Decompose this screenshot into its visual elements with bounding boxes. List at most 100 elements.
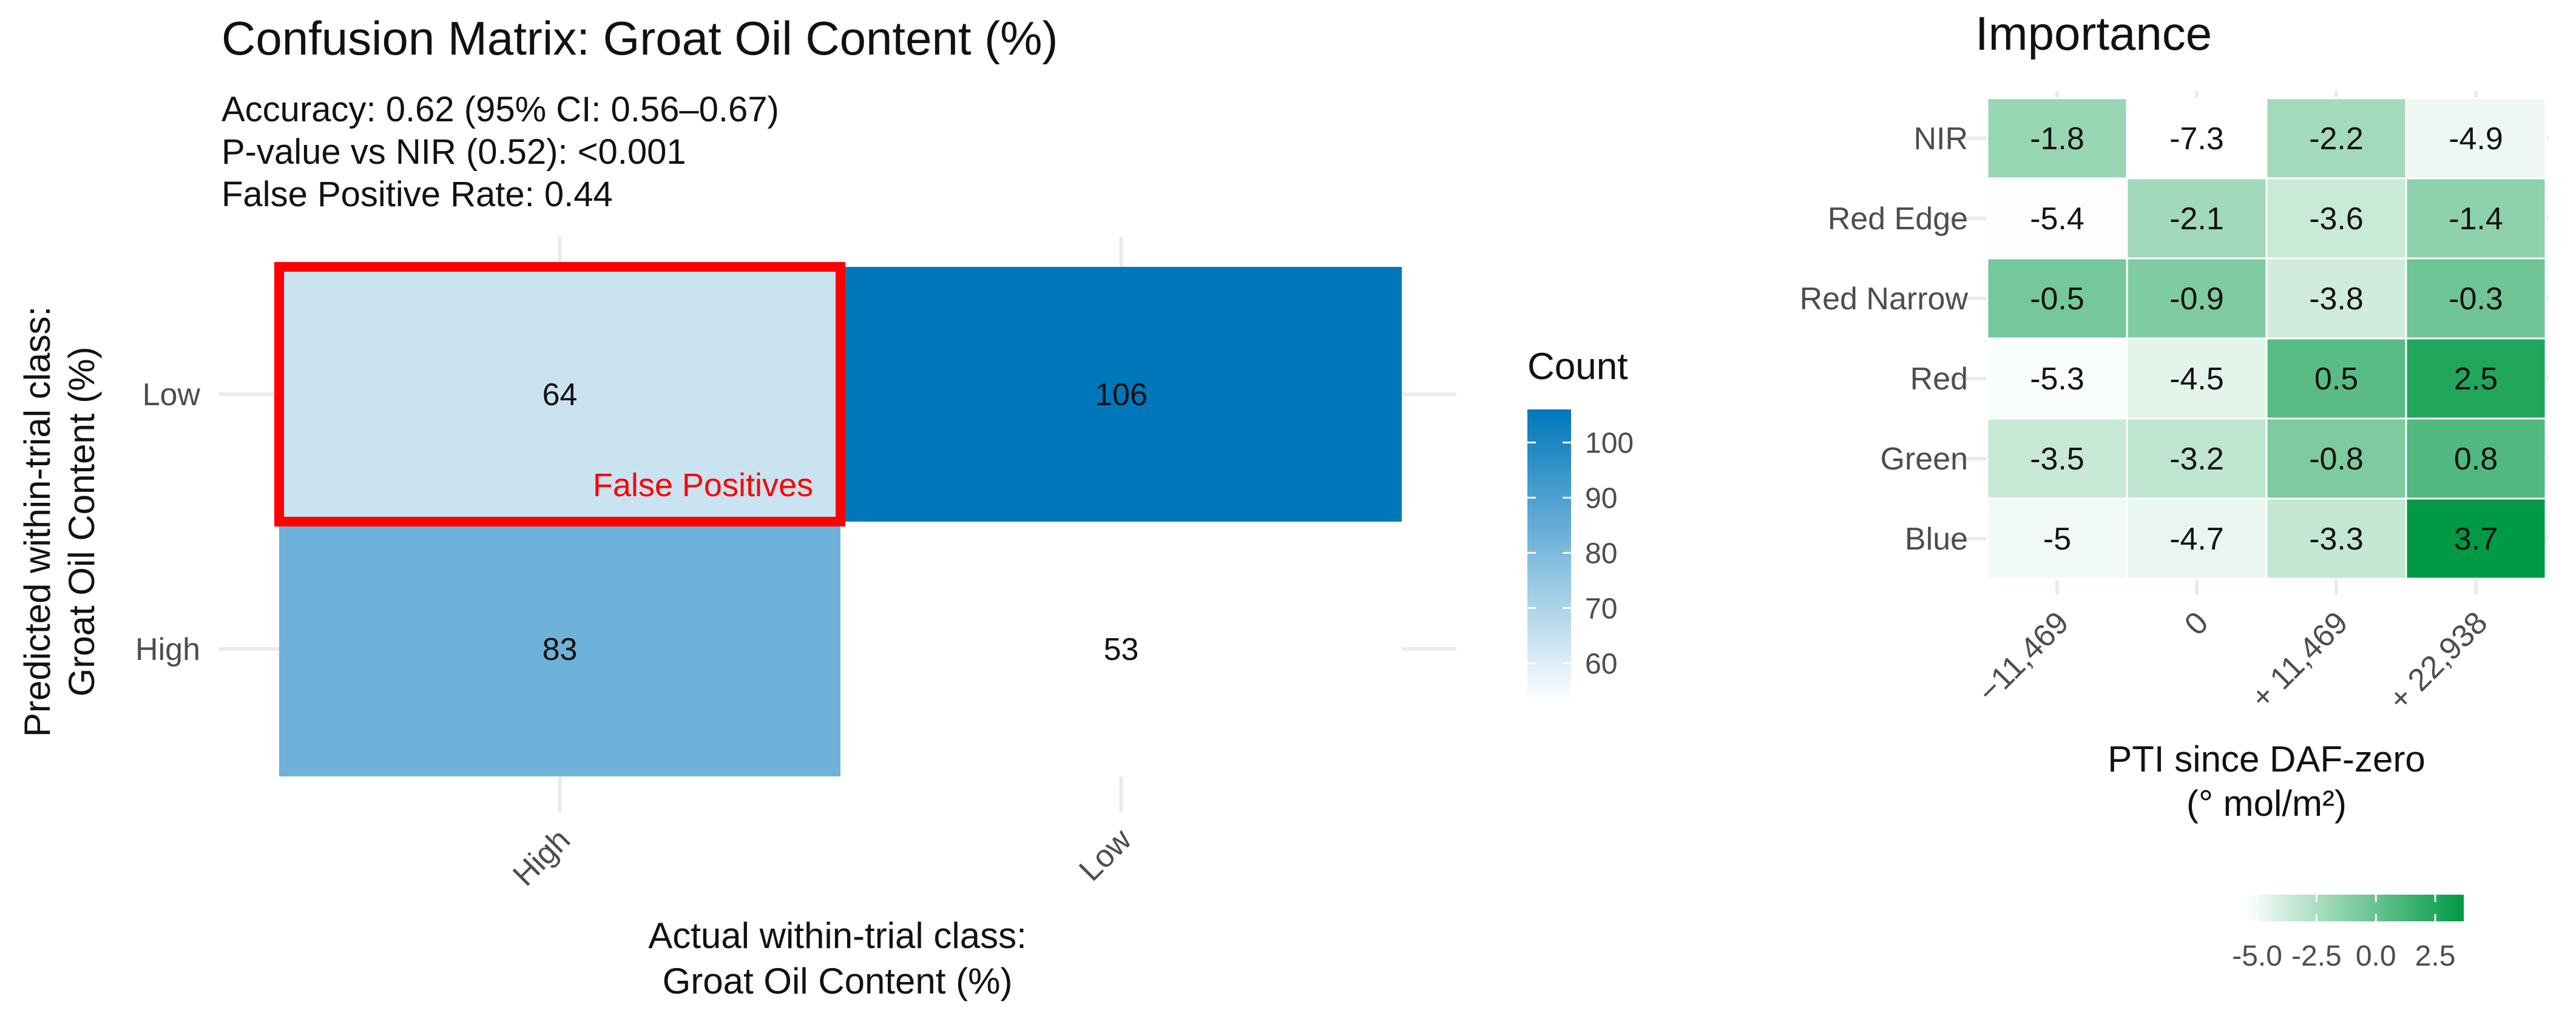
cm-title: Confusion Matrix: Groat Oil Content (%) bbox=[221, 12, 1058, 65]
imp-cell-label-red-edge-0: -5.4 bbox=[2030, 201, 2084, 237]
imp-x-ticks: −11,469 0 + 11,469 + 22,938 bbox=[1971, 605, 2494, 717]
importance-panel: Importance -1.8 -7.3 -2.2 -4.9-5.4 -2.1 -3.6-… bbox=[1800, 7, 2549, 972]
imp-cell-label-blue-2: -3.3 bbox=[2309, 522, 2364, 557]
cm-cell-label-low-high: 53 bbox=[1104, 632, 1139, 667]
imp-cell-green-3 bbox=[2405, 417, 2547, 500]
imp-cell-label-red-2: 0.5 bbox=[2314, 362, 2358, 397]
cm-xlabel-line1: Actual within-trial class: bbox=[648, 915, 1027, 956]
imp-cell-label-green-3: 0.8 bbox=[2454, 442, 2498, 477]
cm-cell-labels: 64 106 83 53 bbox=[543, 377, 1148, 667]
cm-cell-label-low-low: 106 bbox=[1095, 377, 1148, 412]
cm-cell-low-low bbox=[840, 267, 1402, 522]
imp-cell-blue-2 bbox=[2265, 497, 2407, 580]
imp-cell-label-red-1: -4.5 bbox=[2169, 362, 2224, 397]
imp-cell-label-nir-0: -1.8 bbox=[2030, 121, 2084, 156]
imp-cell-label-red-edge-3: -1.4 bbox=[2449, 201, 2503, 237]
cm-legend-ticklabel-100: 100 bbox=[1585, 428, 1634, 460]
imp-cell-labels: -1.8 -7.3 -2.2 -4.9 -5.4 -2.1 -3.6 -1.4 -0.5 -0.9… bbox=[2030, 121, 2503, 557]
imp-cell-label-blue-3: 3.7 bbox=[2454, 522, 2498, 557]
cm-legend-ticklabel-70: 70 bbox=[1585, 593, 1617, 625]
imp-cell-label-red-edge-1: -2.1 bbox=[2169, 201, 2224, 237]
imp-legend-colorbar bbox=[2245, 895, 2464, 921]
imp-cell-red-narrow-2 bbox=[2265, 257, 2407, 340]
imp-cell-label-nir-3: -4.9 bbox=[2449, 121, 2503, 156]
imp-cell-red-narrow-1 bbox=[2126, 257, 2268, 340]
cm-legend-colorbar bbox=[1527, 409, 1571, 702]
imp-ytick-green: Green bbox=[1880, 442, 1968, 477]
cm-cell-high-high bbox=[279, 522, 840, 776]
imp-xlabel-line2: (° mol/m²) bbox=[2186, 783, 2347, 824]
imp-cell-label-red-narrow-1: -0.9 bbox=[2169, 281, 2224, 317]
imp-ytick-nir: NIR bbox=[1913, 121, 1968, 156]
imp-cell-red-narrow-0 bbox=[1986, 257, 2128, 340]
imp-cell-label-blue-0: -5 bbox=[2043, 522, 2071, 557]
cm-legend-ticks: 60 70 80 90 100 bbox=[1527, 428, 1634, 680]
cm-ytick-high: High bbox=[135, 632, 200, 667]
imp-cell-label-green-1: -3.2 bbox=[2169, 442, 2224, 477]
imp-cell-label-red-edge-2: -3.6 bbox=[2309, 201, 2364, 237]
imp-cell-label-green-2: -0.8 bbox=[2309, 442, 2364, 477]
imp-ytick-blue: Blue bbox=[1905, 522, 1968, 557]
imp-cell-label-blue-1: -4.7 bbox=[2169, 522, 2224, 557]
imp-title: Importance bbox=[1975, 7, 2212, 60]
imp-cell-nir-3 bbox=[2405, 97, 2547, 180]
false-positive-label: False Positives bbox=[593, 467, 813, 503]
cm-legend: Count 60 70 80 90 100 bbox=[1527, 346, 1634, 702]
cm-xtick-low: Low bbox=[1073, 822, 1139, 888]
cm-xlabel-line2: Groat Oil Content (%) bbox=[663, 961, 1013, 1001]
cm-cell-low-high bbox=[840, 522, 1402, 776]
imp-cell-label-nir-1: -7.3 bbox=[2169, 121, 2224, 156]
cm-legend-ticklabel-60: 60 bbox=[1585, 648, 1617, 680]
imp-cell-label-green-0: -3.5 bbox=[2030, 442, 2084, 477]
imp-cell-label-red-0: -5.3 bbox=[2030, 362, 2084, 397]
imp-cell-nir-1 bbox=[2126, 97, 2268, 180]
imp-cell-label-red-narrow-0: -0.5 bbox=[2030, 281, 2084, 317]
imp-cell-red-1 bbox=[2126, 337, 2268, 420]
false-positive-box bbox=[274, 262, 845, 526]
imp-legend-ticklabel-1: -2.5 bbox=[2291, 940, 2342, 972]
cm-cell-high-low bbox=[279, 267, 840, 522]
cm-legend-ticklabel-80: 80 bbox=[1585, 537, 1617, 570]
imp-xlabel-line1: PTI since DAF-zero bbox=[2108, 739, 2425, 779]
cm-subtitle-pvalue: P-value vs NIR (0.52): <0.001 bbox=[221, 132, 686, 172]
cm-subtitle-fpr: False Positive Rate: 0.44 bbox=[221, 175, 613, 214]
cm-xtick-high: High bbox=[506, 822, 577, 893]
cm-subtitle-accuracy: Accuracy: 0.62 (95% CI: 0.56–0.67) bbox=[221, 90, 779, 129]
cm-cells bbox=[279, 267, 1402, 776]
cm-x-ticks: High Low bbox=[506, 822, 1138, 893]
imp-cell-nir-2 bbox=[2265, 97, 2407, 180]
imp-cell-red-edge-3 bbox=[2405, 177, 2547, 260]
cm-legend-title: Count bbox=[1527, 346, 1628, 388]
imp-xtick-1: 0 bbox=[2178, 605, 2215, 642]
imp-cell-green-2 bbox=[2265, 417, 2407, 500]
cm-ylabel-line2: Groat Oil Content (%) bbox=[61, 347, 102, 697]
imp-cell-label-nir-2: -2.2 bbox=[2309, 121, 2364, 156]
cm-cell-label-high-high: 83 bbox=[543, 632, 578, 667]
imp-legend-ticks: -5.0 -2.5 0.0 2.5 bbox=[2232, 895, 2455, 972]
imp-cell-blue-3 bbox=[2405, 497, 2547, 580]
imp-cells bbox=[1986, 97, 2547, 580]
cm-ylabel-line1: Predicted within-trial class: bbox=[17, 306, 58, 737]
imp-cell-blue-0 bbox=[1986, 497, 2128, 580]
cm-ylabel: Predicted within-trial class: Groat Oil … bbox=[17, 306, 102, 737]
cm-legend-ticklabel-90: 90 bbox=[1585, 483, 1617, 515]
cm-y-ticks: Low High bbox=[135, 377, 200, 667]
imp-legend-ticklabel-3: 2.5 bbox=[2415, 940, 2456, 972]
imp-xtick-2: + 11,469 bbox=[2244, 605, 2355, 715]
imp-cell-red-edge-1 bbox=[2126, 177, 2268, 260]
imp-legend-ticklabel-0: -5.0 bbox=[2232, 940, 2282, 972]
imp-ytick-red-narrow: Red Narrow bbox=[1800, 281, 1969, 317]
imp-cell-label-red-narrow-3: -0.3 bbox=[2449, 281, 2503, 317]
cm-cell-label-high-low: 64 bbox=[543, 377, 578, 412]
imp-cell-red-edge-2 bbox=[2265, 177, 2407, 260]
imp-cell-red-3 bbox=[2405, 337, 2547, 420]
imp-cell-label-red-3: 2.5 bbox=[2454, 362, 2498, 397]
imp-legend-ticklabel-2: 0.0 bbox=[2356, 940, 2396, 972]
imp-y-ticks: NIR Red Edge Red Narrow Red Green Blue bbox=[1800, 121, 1969, 557]
confusion-matrix-panel: Confusion Matrix: Groat Oil Content (%) … bbox=[17, 12, 1634, 1001]
imp-cell-red-edge-0 bbox=[1986, 177, 2128, 260]
imp-cell-label-red-narrow-2: -3.8 bbox=[2309, 281, 2364, 317]
imp-cell-nir-0 bbox=[1986, 97, 2128, 180]
imp-ytick-red: Red bbox=[1910, 362, 1968, 397]
imp-ytick-red-edge: Red Edge bbox=[1828, 201, 1968, 237]
